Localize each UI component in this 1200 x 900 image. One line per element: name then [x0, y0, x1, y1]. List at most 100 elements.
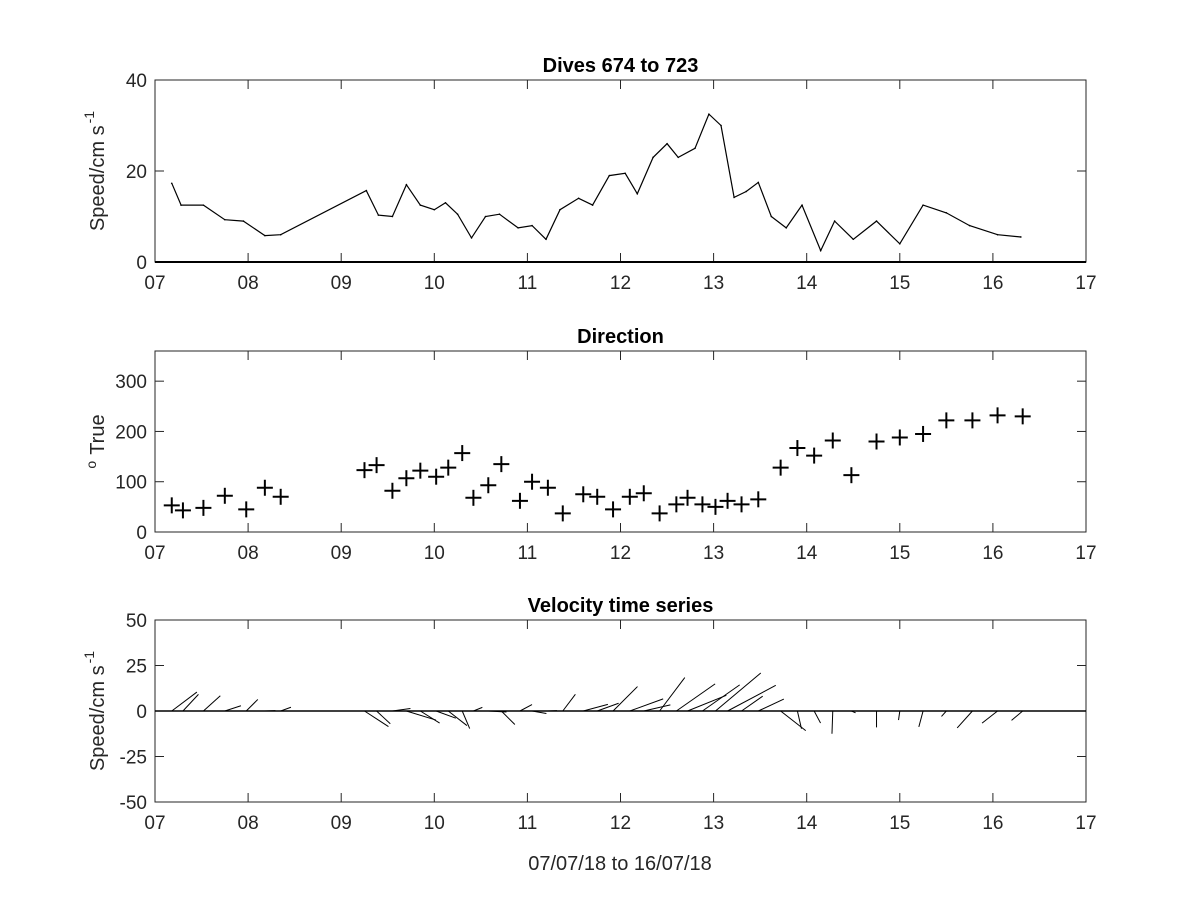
x-tick-label: 10: [424, 543, 445, 564]
y-tick-label: 100: [115, 473, 147, 494]
direction-marker: [174, 502, 191, 519]
speed-point: [1020, 236, 1022, 238]
y-tick-label: 20: [126, 162, 147, 183]
chart-title: Dives 674 to 723: [543, 55, 699, 77]
speed-point: [720, 124, 722, 127]
x-tick-label: 09: [331, 273, 352, 294]
direction-marker: [843, 467, 860, 484]
axes-box: [154, 350, 1087, 533]
velocity-stick: [245, 699, 259, 712]
velocity-stick: [941, 710, 947, 717]
velocity-stick: [392, 707, 411, 712]
velocity-stick: [687, 694, 727, 712]
velocity-stick: [203, 695, 221, 712]
speed-point: [708, 113, 710, 115]
y-tick-label: 40: [126, 71, 147, 92]
y-tick-label: -25: [120, 748, 147, 769]
x-tick-label: 12: [610, 543, 631, 564]
direction-marker: [368, 457, 385, 474]
direction-marker: [398, 470, 415, 487]
x-tick-label: 16: [982, 543, 1003, 564]
x-tick-label: 12: [610, 813, 631, 834]
speed-point: [733, 196, 735, 199]
speed-point: [652, 156, 654, 159]
x-tick-label: 10: [424, 273, 445, 294]
velocity-stick: [531, 710, 547, 715]
velocity-stick: [597, 702, 619, 712]
y-axis-label-exponent: -1: [81, 651, 97, 664]
velocity-stick: [629, 698, 664, 712]
direction-marker: [750, 491, 767, 508]
speed-point: [405, 183, 408, 186]
velocity-stick: [702, 684, 740, 712]
velocity-stick: [956, 710, 973, 729]
speed-point: [945, 212, 948, 214]
direction-marker: [964, 412, 981, 429]
speed-point: [833, 220, 836, 222]
direction-marker: [668, 496, 685, 513]
speed-point: [180, 204, 182, 206]
velocity-stick: [981, 710, 998, 724]
speed-point: [517, 227, 519, 229]
x-tick-label: 13: [703, 813, 724, 834]
velocity-stick: [435, 710, 457, 719]
y-axis-label: Speed/cm s-1: [81, 111, 109, 231]
y-axis-label-text: Speed/cm s: [87, 125, 109, 231]
direction-marker: [605, 501, 622, 518]
velocity-stick: [461, 710, 471, 729]
speed-point: [677, 156, 680, 159]
velocity-stick: [851, 710, 856, 714]
direction-marker: [440, 459, 457, 476]
velocity-stick: [171, 691, 198, 712]
direction-marker: [511, 492, 528, 509]
x-tick-label: 13: [703, 543, 724, 564]
speed-point: [666, 142, 668, 145]
velocity-stick: [676, 683, 716, 712]
direction-marker: [524, 473, 541, 490]
velocity-stick: [376, 710, 391, 725]
speed-point: [801, 204, 803, 206]
direction-marker: [789, 440, 806, 457]
direction-marker: [272, 488, 289, 505]
x-tick-label: 10: [424, 813, 445, 834]
speed-point: [391, 215, 394, 218]
speed-point: [770, 215, 773, 218]
x-tick-label: 17: [1075, 543, 1096, 564]
speed-point: [745, 190, 747, 193]
y-tick-label: 0: [136, 523, 147, 544]
speed-point: [757, 181, 760, 184]
x-tick-label: 17: [1075, 813, 1096, 834]
velocity-stick: [406, 710, 437, 721]
velocity-stick: [473, 706, 483, 712]
direction-marker: [163, 497, 180, 514]
speed-point: [365, 189, 368, 192]
velocity-stick: [519, 704, 533, 712]
speed-point: [996, 233, 999, 236]
velocity-stick: [918, 710, 924, 727]
y-tick-label: 0: [136, 253, 147, 274]
direction-marker: [694, 496, 711, 513]
direction-marker: [1014, 408, 1031, 425]
velocity-stick: [643, 704, 671, 712]
direction-marker: [938, 412, 955, 429]
speed-series-line: [171, 113, 1021, 253]
x-tick-label: 14: [796, 273, 818, 294]
velocity-stick: [1011, 710, 1024, 721]
y-axis-label-prefix: o: [83, 461, 99, 469]
velocity-stick: [831, 710, 834, 734]
x-tick-label: 11: [518, 273, 538, 294]
chart-title: Direction: [577, 326, 664, 348]
speed-point: [498, 213, 501, 216]
direction-marker: [356, 462, 373, 479]
speed-point: [279, 233, 282, 236]
direction-marker: [493, 456, 510, 473]
direction-marker: [679, 489, 696, 506]
speed-point: [170, 182, 173, 185]
chart-title: Velocity time series: [528, 595, 714, 617]
velocity-stick: [612, 686, 638, 712]
x-tick-label: 14: [796, 543, 818, 564]
direction-marker: [868, 433, 885, 450]
direction-marker: [891, 429, 908, 446]
velocity-stick: [500, 710, 516, 725]
speed-point: [559, 208, 561, 211]
